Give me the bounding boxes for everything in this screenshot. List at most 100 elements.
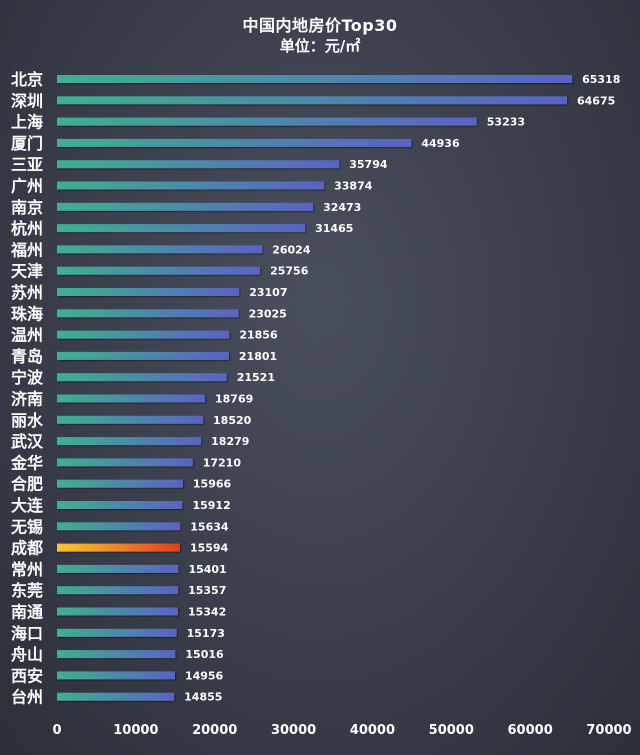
- x-tick-label-5: 40000: [350, 723, 395, 738]
- chart-subtitle: 单位：元/㎡: [279, 37, 361, 55]
- category-label-23: 成都: [11, 539, 43, 558]
- bar-5: [57, 160, 340, 169]
- category-label-5: 三亚: [11, 155, 43, 174]
- bar-13: [57, 330, 230, 339]
- value-label-4: 44936: [421, 137, 460, 150]
- x-tick-label-1: 0: [52, 723, 61, 738]
- value-label-14: 21801: [239, 350, 277, 363]
- bar-27: [57, 628, 177, 637]
- value-label-20: 15966: [193, 478, 232, 491]
- value-label-25: 15357: [188, 584, 226, 597]
- bar-7: [57, 202, 314, 211]
- category-label-13: 温州: [10, 326, 43, 345]
- category-label-3: 上海: [11, 113, 43, 132]
- value-label-30: 14855: [184, 691, 222, 704]
- category-label-15: 宁波: [11, 368, 44, 387]
- bar-28: [57, 650, 176, 659]
- category-label-6: 广州: [11, 177, 43, 196]
- value-label-9: 26024: [272, 243, 311, 256]
- category-labels-group: 北京深圳上海厦门三亚广州南京杭州福州天津苏州珠海温州青岛宁波济南丽水武汉金华合肥…: [10, 70, 44, 707]
- category-label-10: 天津: [11, 262, 43, 281]
- bar-3: [57, 117, 477, 126]
- bar-23: [57, 543, 180, 552]
- category-label-26: 南通: [11, 603, 43, 622]
- bar-17: [57, 415, 204, 424]
- category-label-4: 厦门: [11, 134, 43, 153]
- category-label-22: 无锡: [10, 517, 43, 536]
- value-label-7: 32473: [323, 201, 361, 214]
- bar-16: [57, 394, 206, 403]
- x-tick-label-3: 20000: [192, 723, 237, 738]
- value-label-29: 14956: [185, 669, 224, 682]
- value-label-6: 33874: [334, 180, 373, 193]
- bar-30: [57, 692, 175, 701]
- category-label-8: 杭州: [11, 219, 43, 238]
- bar-9: [57, 245, 263, 254]
- bar-15: [57, 373, 227, 382]
- bar-11: [57, 288, 240, 296]
- bar-29: [57, 671, 175, 680]
- category-label-9: 福州: [10, 240, 43, 259]
- category-label-24: 常州: [11, 560, 43, 579]
- category-label-18: 武汉: [11, 432, 44, 451]
- bar-10: [57, 266, 261, 275]
- bars-group: [57, 75, 573, 701]
- x-tick-label-7: 60000: [508, 723, 553, 738]
- bar-12: [57, 309, 239, 318]
- value-label-3: 53233: [487, 116, 525, 129]
- bar-19: [57, 458, 193, 467]
- value-label-18: 18279: [211, 435, 249, 448]
- value-label-16: 18769: [215, 393, 253, 406]
- category-label-1: 北京: [11, 70, 43, 89]
- category-label-29: 西安: [11, 666, 43, 685]
- bar-2: [57, 96, 568, 105]
- category-label-27: 海口: [11, 624, 43, 643]
- category-label-20: 合肥: [11, 475, 43, 494]
- value-label-28: 15016: [185, 648, 224, 661]
- bar-14: [57, 351, 229, 360]
- value-label-21: 15912: [192, 499, 230, 512]
- bar-1: [57, 75, 573, 83]
- value-label-10: 25756: [270, 265, 309, 278]
- value-label-1: 65318: [582, 73, 620, 86]
- x-tick-label-2: 10000: [113, 723, 158, 738]
- category-label-2: 深圳: [11, 91, 43, 110]
- category-label-7: 南京: [11, 198, 43, 217]
- value-label-17: 18520: [213, 414, 252, 427]
- bar-24: [57, 564, 179, 573]
- value-label-11: 23107: [249, 286, 287, 299]
- value-label-22: 15634: [190, 520, 229, 533]
- bar-4: [57, 138, 412, 147]
- category-label-25: 东莞: [11, 581, 43, 600]
- category-label-21: 大连: [11, 496, 44, 515]
- x-tick-label-4: 30000: [271, 723, 316, 738]
- category-label-11: 苏州: [11, 283, 43, 302]
- value-label-26: 15342: [188, 606, 226, 619]
- category-label-19: 金华: [10, 453, 43, 472]
- chart-title: 中国内地房价Top30: [242, 16, 398, 35]
- value-label-24: 15401: [188, 563, 226, 576]
- value-label-8: 31465: [315, 222, 353, 235]
- category-label-17: 丽水: [11, 411, 44, 430]
- bar-21: [57, 501, 183, 509]
- value-label-5: 35794: [349, 158, 388, 171]
- value-label-19: 17210: [203, 456, 242, 469]
- bar-8: [57, 224, 306, 233]
- category-label-30: 台州: [11, 688, 43, 707]
- value-labels-group: 65318 64675 53233 44936 35794 33874 32473 31465…: [184, 73, 620, 704]
- bar-22: [57, 522, 181, 531]
- value-label-23: 15594: [190, 542, 229, 555]
- bar-20: [57, 479, 183, 488]
- value-label-13: 21856: [239, 329, 278, 342]
- value-label-2: 64675: [577, 94, 615, 107]
- x-tick-label-8: 70000: [586, 723, 631, 738]
- category-label-28: 舟山: [11, 645, 43, 664]
- category-label-12: 珠海: [11, 304, 43, 323]
- category-label-14: 青岛: [11, 347, 43, 366]
- category-label-16: 济南: [11, 390, 43, 409]
- value-label-12: 23025: [249, 307, 287, 320]
- bar-26: [57, 607, 178, 616]
- x-tick-label-6: 50000: [429, 723, 474, 738]
- bar-25: [57, 586, 179, 595]
